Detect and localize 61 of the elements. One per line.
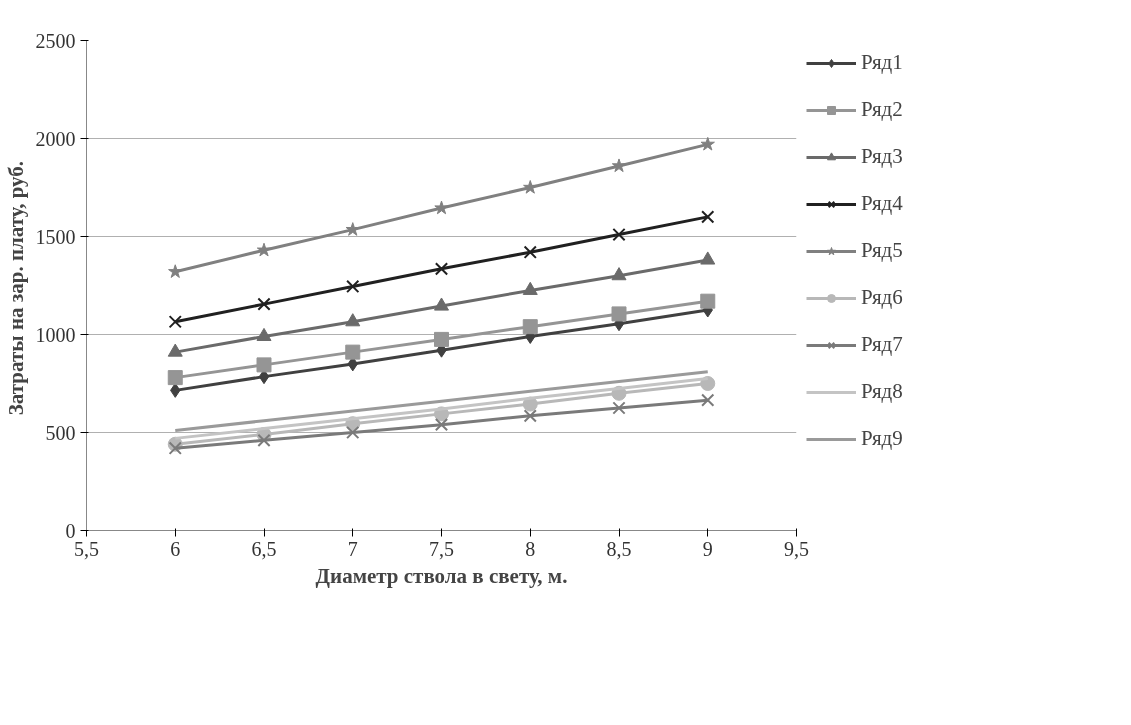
legend-label: Ряд4 [861, 191, 903, 216]
line-series [173, 370, 710, 433]
point [345, 344, 361, 360]
y-tick-label: 0 [65, 519, 76, 542]
legend-label: Ряд9 [861, 426, 903, 451]
point [701, 393, 715, 407]
point [522, 319, 538, 335]
point [434, 418, 449, 432]
y-tick-label: 1000 [35, 323, 76, 346]
point [434, 200, 449, 215]
point [346, 425, 360, 440]
point [700, 136, 715, 151]
point [257, 297, 271, 311]
point [256, 357, 272, 373]
point [434, 297, 449, 311]
y-axis-title: Затраты на зар. плату, руб. [3, 160, 28, 416]
point [700, 251, 716, 265]
legend-label: Ряд3 [861, 144, 903, 169]
point [256, 242, 272, 257]
x-tick-label: 8,5 [606, 537, 632, 560]
point [434, 262, 449, 276]
point [168, 441, 182, 455]
point [611, 267, 627, 281]
point [523, 409, 537, 423]
point [523, 245, 537, 259]
x-axis-title: Диаметр ствола в свету, м. [315, 563, 568, 588]
x-tick-label: 9,5 [784, 537, 809, 560]
point [167, 343, 183, 357]
point [523, 180, 538, 194]
point [701, 210, 715, 224]
legend-label: Ряд2 [861, 97, 903, 122]
x-tick-label: 5,5 [74, 537, 99, 560]
y-tick-label: 500 [45, 421, 76, 444]
y-tick-label: 2500 [35, 29, 76, 52]
legend-label: Ряд7 [861, 332, 903, 357]
x-tick-label: 7,5 [429, 537, 454, 560]
legend-label: Ряд8 [861, 379, 903, 404]
point [168, 315, 182, 329]
point [612, 227, 626, 242]
legend-label: Ряд1 [861, 50, 903, 75]
x-tick-label: 6 [170, 537, 181, 560]
point [700, 376, 716, 391]
point [257, 433, 271, 447]
y-tick-label: 1500 [35, 225, 76, 248]
point [522, 281, 538, 295]
point [611, 306, 627, 322]
point [612, 401, 626, 415]
x-tick-label: 9 [702, 537, 713, 560]
legend-label: Ряд6 [861, 285, 903, 310]
point [611, 158, 627, 173]
legend-label: Ряд5 [861, 238, 903, 263]
point [345, 313, 361, 327]
point [700, 293, 716, 309]
point [167, 370, 183, 386]
x-tick-label: 7 [347, 537, 358, 560]
point [345, 222, 360, 236]
y-tick-label: 2000 [35, 127, 76, 150]
x-tick-label: 6,5 [251, 537, 277, 560]
x-tick-label: 8 [525, 537, 536, 560]
point [346, 279, 360, 294]
point [434, 331, 449, 347]
